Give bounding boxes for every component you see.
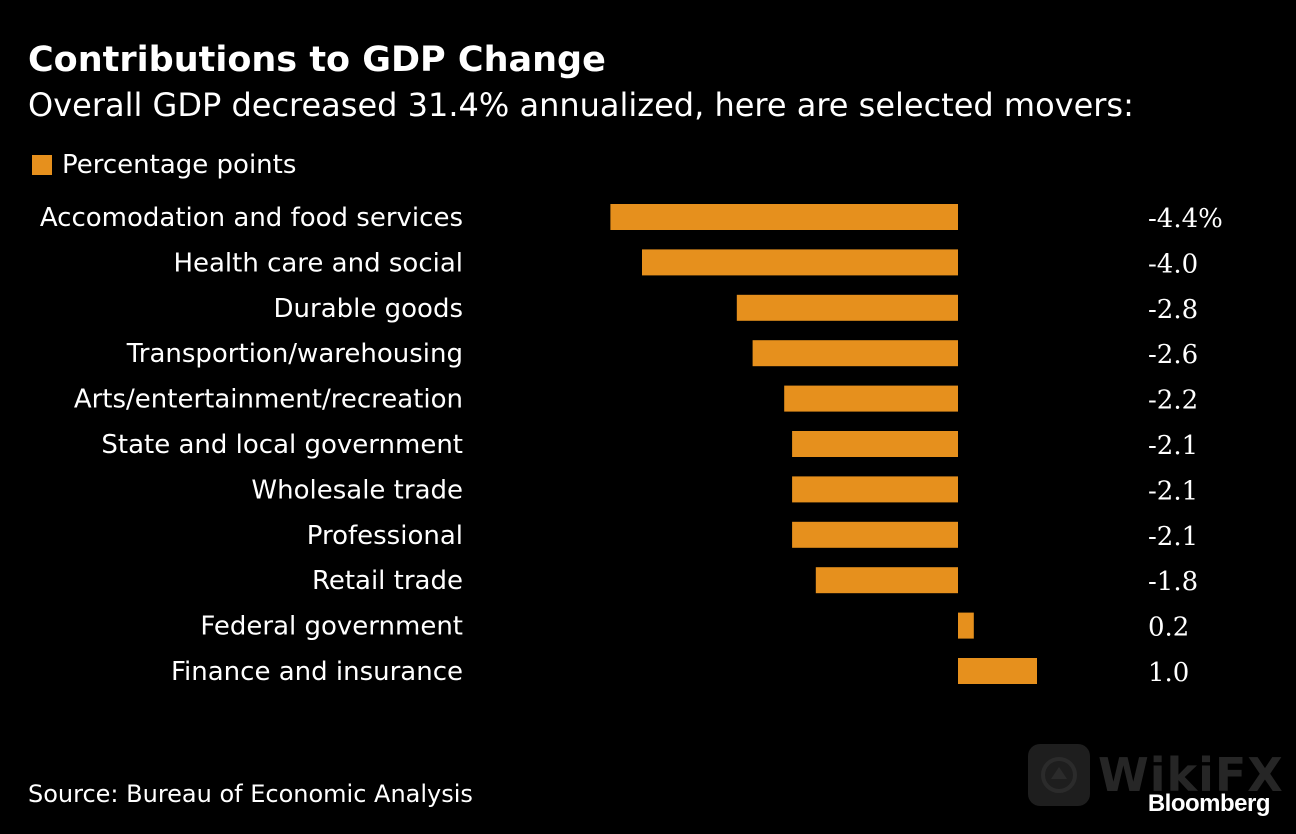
legend-label: Percentage points [62,150,297,180]
brand-logo: Bloomberg [1147,790,1271,817]
watermark-text: WikiFX [1098,748,1284,802]
category-label: Federal government [200,612,463,642]
category-label: Finance and insurance [171,657,463,687]
legend: Percentage points [32,150,296,180]
bar [958,658,1037,684]
value-label: -4.4% [1148,204,1223,234]
value-label: -2.1 [1148,476,1198,506]
category-label: Health care and social [173,248,463,278]
bar [784,385,958,412]
category-label: Wholesale trade [251,475,463,505]
bar [752,340,958,367]
value-label: -2.8 [1148,295,1198,325]
watermark: WikiFX [1028,744,1284,806]
value-label: 1.0 [1148,658,1189,688]
category-label: Arts/entertainment/recreation [74,385,463,415]
chart-title: Contributions to GDP Change [28,40,606,80]
bar [642,249,958,276]
value-label: 0.2 [1148,613,1189,643]
bar [792,431,958,457]
value-label: -1.8 [1148,567,1198,597]
value-label: -2.2 [1148,386,1198,416]
value-label: -2.6 [1148,340,1198,370]
category-label: Accomodation and food services [40,203,463,233]
bar [792,476,958,503]
value-label: -2.1 [1148,431,1198,461]
category-label: State and local government [101,430,463,460]
bar [736,294,958,321]
category-label: Durable goods [274,294,463,324]
value-label: -2.1 [1148,522,1198,552]
bar [792,521,958,548]
bar [958,612,974,639]
legend-swatch [32,155,52,175]
chart-subtitle: Overall GDP decreased 31.4% annualized, … [28,86,1134,124]
category-label: Retail trade [312,566,463,596]
source-note: Source: Bureau of Economic Analysis [28,780,473,808]
bar [815,567,958,594]
category-label: Transportion/warehousing [126,339,463,369]
bar-chart: Accomodation and food services -4.4% Healt… [40,203,1223,688]
wikifx-logo-icon [1028,744,1090,806]
category-label: Professional [307,521,463,551]
bar [610,204,958,230]
value-label: -4.0 [1148,249,1198,279]
